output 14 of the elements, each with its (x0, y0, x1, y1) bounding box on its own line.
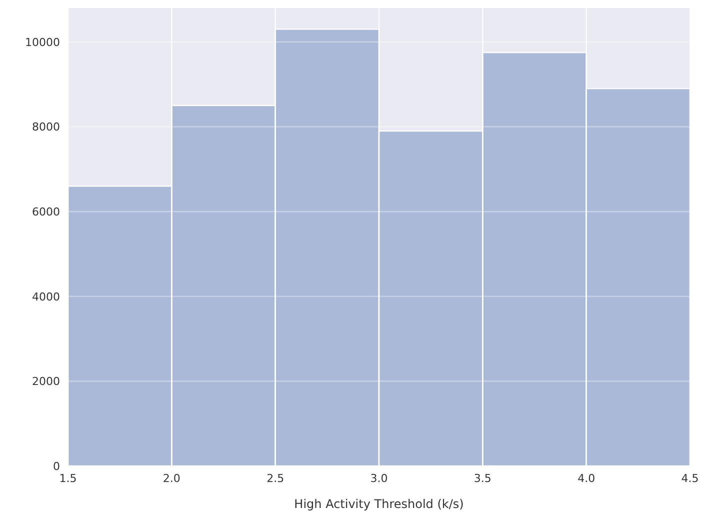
y-tick-label: 8000 (32, 120, 60, 134)
x-tick-label: 3.5 (474, 472, 492, 485)
y-tick-label: 6000 (32, 205, 60, 218)
x-tick-label: 4.0 (578, 472, 596, 485)
x-tick-label: 3.0 (370, 472, 388, 485)
x-tick-label: 4.5 (681, 472, 699, 485)
y-tick-label: 10000 (25, 36, 60, 49)
y-tick-label: 0 (53, 460, 60, 473)
x-tick-label: 1.5 (59, 472, 77, 485)
y-tick-label: 2000 (32, 375, 60, 388)
x-tick-label: 2.0 (162, 472, 180, 485)
x-tick-label: 2.5 (266, 472, 284, 485)
x-axis-title: High Activity Threshold (k/s) (294, 497, 464, 511)
y-tick-label: 4000 (32, 290, 60, 304)
